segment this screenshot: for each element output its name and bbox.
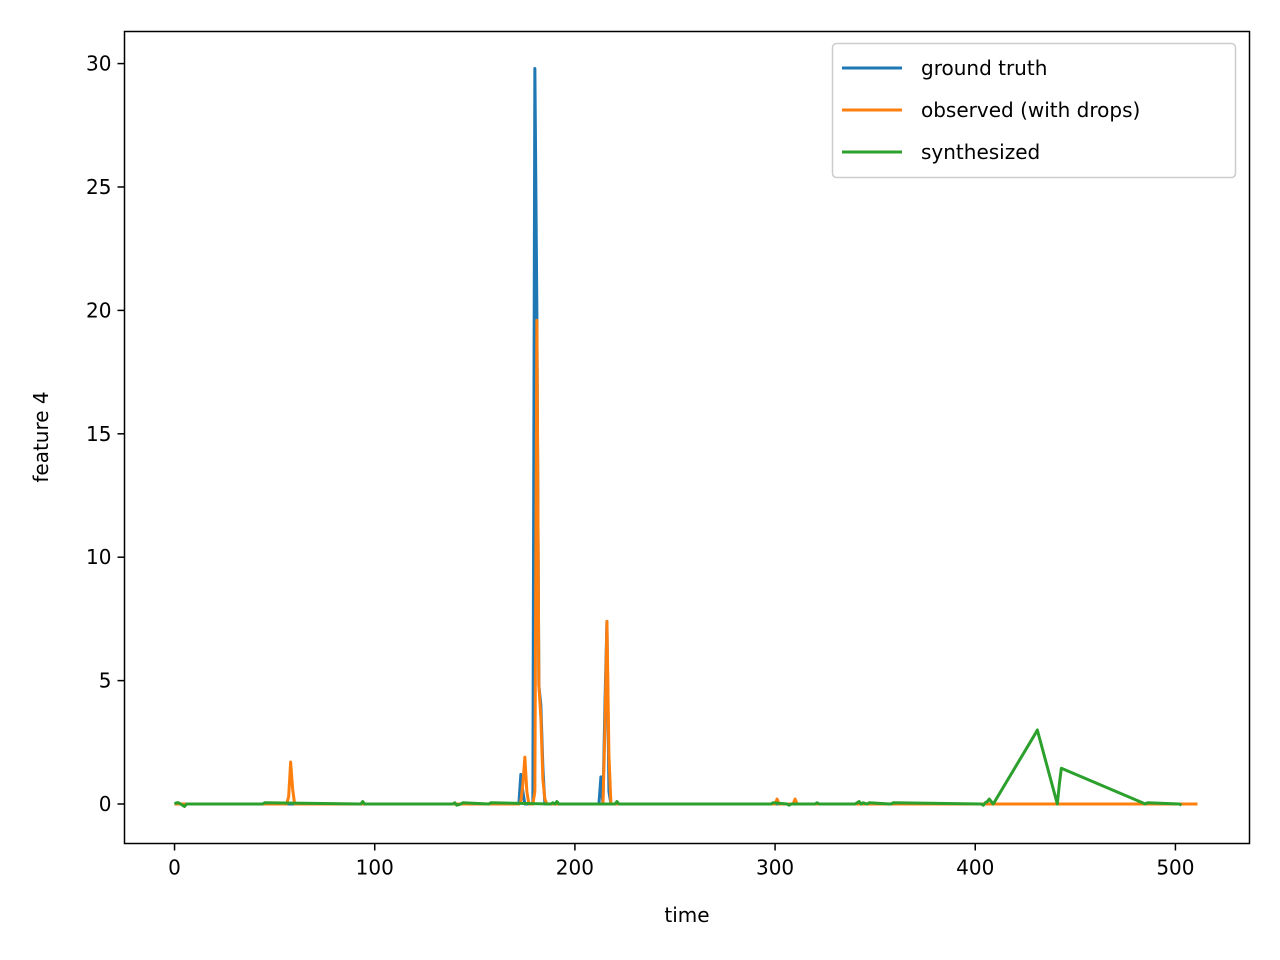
x-tick-label: 400 [956, 856, 994, 880]
y-tick-label: 10 [86, 545, 111, 569]
series-line-synthesized [173, 728, 1183, 808]
legend-box [831, 42, 1237, 179]
x-tick-label: 200 [556, 856, 594, 880]
y-tick-label: 5 [99, 669, 112, 693]
series-line-ground-truth [174, 67, 1198, 806]
legend-label-ground-truth: ground truth [921, 56, 1047, 80]
series-line-observed-with-drops [174, 318, 1198, 806]
x-tick-label: 300 [756, 856, 794, 880]
x-tick-label: 500 [1156, 856, 1194, 880]
x-tick-label: 0 [168, 856, 181, 880]
y-tick-label: 15 [86, 422, 111, 446]
y-axis: 0 5 10 15 20 25 30 [86, 52, 125, 816]
legend: ground truth observed (with drops) synthes… [831, 42, 1237, 179]
x-tick-label: 100 [356, 856, 394, 880]
x-axis-label: time [664, 903, 709, 927]
series-layer [173, 67, 1198, 808]
y-tick-label: 30 [86, 52, 111, 76]
legend-label-synthesized: synthesized [921, 140, 1040, 164]
y-tick-label: 0 [99, 792, 112, 816]
y-axis-label: feature 4 [29, 391, 53, 482]
plot-frame [123, 30, 1251, 845]
y-tick-label: 20 [86, 298, 111, 322]
legend-label-observed-with-drops: observed (with drops) [921, 98, 1140, 122]
x-axis: 0 100 200 300 400 500 [168, 843, 1195, 880]
y-tick-label: 25 [86, 175, 111, 199]
